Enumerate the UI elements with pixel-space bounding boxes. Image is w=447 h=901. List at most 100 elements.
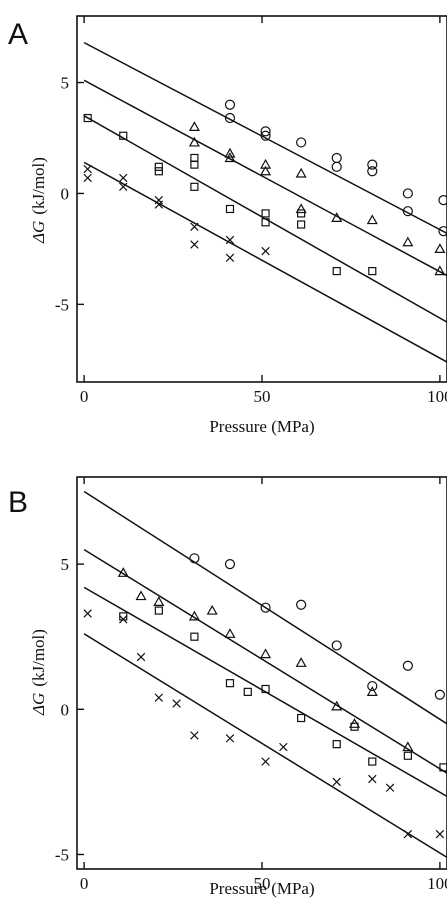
square-marker — [261, 684, 270, 694]
cross-marker — [261, 246, 270, 256]
data-points-b — [83, 553, 447, 839]
square-marker — [403, 751, 412, 760]
square-marker — [297, 209, 306, 218]
square-marker — [332, 266, 341, 276]
triangle-marker — [260, 165, 272, 176]
circle-marker — [402, 660, 413, 671]
square-marker — [261, 209, 270, 218]
circle-marker — [331, 152, 342, 164]
triangle-marker — [331, 700, 343, 711]
y-axis-title-a: ΔG (kJ/mol) — [29, 157, 48, 244]
y-axis-symbol-a: ΔG — [29, 221, 48, 244]
x-tick-label: 100 — [427, 387, 447, 406]
triangle-marker — [295, 203, 307, 214]
cross-marker — [385, 783, 395, 792]
x-tick-label: 50 — [254, 387, 271, 406]
cross-marker — [279, 742, 288, 752]
cross-marker — [225, 253, 235, 263]
circle-marker — [296, 137, 307, 148]
square-marker — [190, 160, 199, 169]
cross-marker — [190, 731, 199, 740]
circle-marker — [438, 195, 447, 206]
circle-marker — [260, 130, 271, 141]
triangle-marker — [331, 212, 343, 222]
y-tick-label: -5 — [55, 845, 69, 864]
x-tick-label: 50 — [254, 874, 271, 893]
plot-frame-b — [76, 476, 447, 870]
cross-marker — [83, 164, 92, 174]
square-marker — [297, 713, 306, 723]
circle-marker — [402, 188, 413, 199]
square-marker — [83, 113, 92, 123]
square-marker — [154, 167, 163, 176]
triangle-marker — [224, 152, 236, 163]
circle-marker — [260, 602, 271, 613]
cross-marker — [119, 615, 128, 624]
cross-marker — [136, 652, 146, 662]
square-marker — [190, 632, 199, 641]
circle-marker — [296, 599, 307, 610]
cross-marker — [119, 182, 128, 192]
circle-marker — [367, 166, 378, 177]
square-marker — [297, 220, 306, 229]
cross-fit-line — [83, 161, 447, 363]
x-tick-label: 0 — [80, 387, 89, 406]
circle-marker — [402, 206, 413, 217]
circle-marker — [189, 553, 200, 564]
triangle-marker — [402, 741, 414, 752]
cross-fit-line — [83, 633, 447, 859]
cross-marker — [332, 777, 341, 787]
square-marker — [190, 153, 199, 163]
triangle-marker — [188, 121, 200, 132]
cross-marker — [119, 173, 128, 183]
square-marker — [154, 162, 163, 171]
fit-lines-b — [83, 490, 447, 859]
y-tick-label: 0 — [61, 184, 70, 203]
cross-marker — [154, 200, 164, 209]
triangle-marker — [188, 610, 200, 621]
triangle-marker — [295, 657, 307, 667]
triangle-marker — [260, 648, 272, 659]
y-axis-unit-b: (kJ/mol) — [29, 629, 48, 687]
circle-marker — [367, 159, 378, 170]
triangle-marker — [295, 167, 307, 178]
y-tick-label: 5 — [61, 555, 70, 574]
x-tick-label: 0 — [80, 874, 89, 893]
circle-marker — [367, 680, 378, 692]
triangle-fit-line — [83, 79, 447, 277]
triangle-marker — [402, 236, 414, 247]
y-axis-symbol-b: ΔG — [29, 693, 48, 716]
cross-marker — [190, 222, 199, 231]
y-axis-unit-a: (kJ/mol) — [29, 157, 48, 215]
circle-marker — [224, 99, 236, 110]
fit-lines-a — [83, 41, 447, 363]
triangle-marker — [206, 604, 218, 615]
cross-marker — [172, 699, 181, 708]
ticks-a — [77, 16, 441, 382]
triangle-fit-line — [83, 548, 447, 774]
panel-label-a: A — [8, 18, 28, 51]
y-tick-label: 0 — [61, 700, 70, 719]
circle-marker — [331, 161, 342, 172]
circle-marker — [224, 112, 236, 124]
cross-marker — [83, 609, 92, 618]
square-marker — [225, 679, 235, 688]
panel-a: A 05010050-5 Pressure (MPa) ΔG(kJ/mol) — [8, 15, 447, 436]
tick-labels-a: 05010050-5 — [55, 74, 447, 406]
panel-label-b: B — [8, 486, 28, 519]
triangle-marker — [153, 596, 165, 606]
square-marker — [225, 204, 235, 214]
square-marker — [119, 131, 128, 140]
cross-marker — [403, 829, 413, 839]
square-marker — [243, 687, 252, 696]
plot-frame-a — [76, 15, 447, 383]
cross-marker — [261, 757, 270, 766]
cross-marker — [435, 829, 445, 839]
triangle-marker — [366, 214, 378, 225]
circle-marker — [331, 640, 342, 651]
ticks-b — [77, 477, 441, 869]
square-marker — [332, 740, 341, 749]
y-tick-label: 5 — [61, 74, 70, 93]
tick-labels-b: 05010050-5 — [55, 555, 447, 893]
y-tick-label: -5 — [55, 295, 69, 314]
